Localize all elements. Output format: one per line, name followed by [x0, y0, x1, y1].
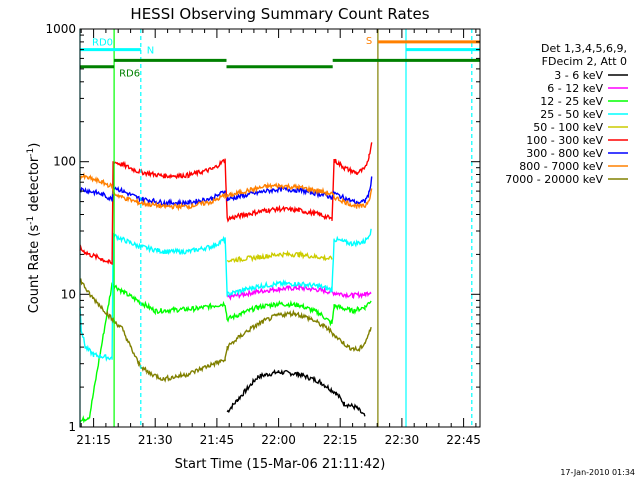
- x-tick-label-2115: 21:15: [76, 433, 111, 447]
- x-tick-label-2230: 22:30: [385, 433, 420, 447]
- y-tick-label-100: 100: [53, 155, 76, 169]
- legend-label-25-50-kev: 25 - 50 keV: [540, 108, 603, 121]
- axis-layer: 1 10 100 1000 21:15 21:30 21:45 22:00 22:15 22:30…: [45, 22, 480, 447]
- x-tick-label-2245: 22:45: [446, 433, 481, 447]
- legend-label-50-100-kev: 50 - 100 keV: [533, 121, 603, 134]
- legend-label-100-300-kev: 100 - 300 keV: [526, 134, 603, 147]
- series-line-7000-20000-kev: [79, 278, 372, 383]
- series-line-6-12-kev: [226, 283, 372, 301]
- x-tick-label-2130: 21:30: [138, 433, 173, 447]
- status-label-s: S: [366, 36, 372, 47]
- series-line-100-300-kev: [79, 142, 373, 265]
- y-axis-label: Count Rate (s-1 detector-1): [26, 143, 42, 314]
- legend-label-3-6-kev: 3 - 6 keV: [554, 69, 603, 82]
- x-tick-label-2200: 22:00: [261, 433, 296, 447]
- plot-frame: [79, 28, 481, 428]
- legend-header-line-1: Det 1,3,4,5,6,9,: [541, 42, 627, 55]
- series-line-3-6-kev: [226, 369, 366, 417]
- series-layer: [79, 142, 373, 424]
- series-line-800-7000-kev: [79, 172, 373, 212]
- legend-label-300-800-kev: 300 - 800 keV: [526, 147, 603, 160]
- y-tick-label-1: 1: [68, 420, 76, 434]
- legend: Det 1,3,4,5,6,9, FDecim 2, Att 0 3 - 6 k…: [505, 42, 628, 186]
- series-line-25-50-kev: [79, 228, 372, 362]
- series-line-12-25-kev: [79, 282, 372, 424]
- series-line-50-100-kev: [226, 249, 333, 264]
- legend-header-line-2: FDecim 2, Att 0: [542, 55, 627, 68]
- status-label-rd0: RD0: [92, 38, 113, 49]
- x-tick-label-2215: 22:15: [323, 433, 358, 447]
- chart-title: HESSI Observing Summary Count Rates: [130, 5, 429, 23]
- status-label-n: N: [147, 46, 154, 57]
- legend-label-7000-20000-kev: 7000 - 20000 keV: [505, 173, 603, 186]
- footer-timestamp: 17-Jan-2010 01:34: [560, 468, 635, 477]
- legend-label-12-25-kev: 12 - 25 keV: [540, 95, 603, 108]
- x-tick-label-2145: 21:45: [200, 433, 235, 447]
- legend-label-800-7000-kev: 800 - 7000 keV: [519, 160, 603, 173]
- x-axis-label: Start Time (15-Mar-06 21:11:42): [175, 457, 386, 472]
- y-tick-label-10: 10: [61, 287, 76, 301]
- y-tick-label-1000: 1000: [45, 22, 76, 36]
- status-label-rd6: RD6: [119, 69, 140, 80]
- legend-label-6-12-kev: 6 - 12 keV: [547, 82, 603, 95]
